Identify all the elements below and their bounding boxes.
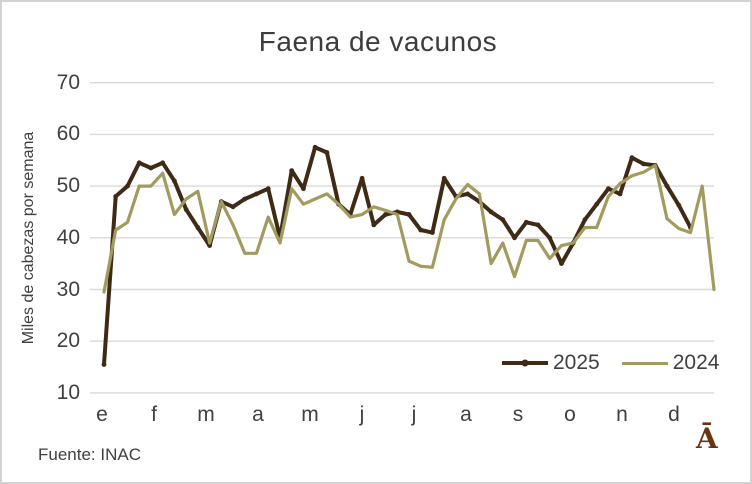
series-marker-2025 — [465, 191, 470, 197]
series-marker-2025 — [371, 222, 377, 228]
series-marker-2025 — [312, 144, 318, 150]
series-marker-2025 — [324, 150, 330, 155]
series-marker-2025 — [559, 261, 564, 266]
series-marker-2025 — [289, 168, 295, 174]
legend-item-2025: 2025 — [502, 351, 600, 375]
series-marker-2025 — [535, 222, 541, 228]
x-tick-label-month-2: f — [151, 403, 157, 426]
series-marker-2025 — [172, 178, 177, 184]
y-tick-label: 60 — [56, 122, 80, 146]
series-marker-2025 — [406, 212, 412, 217]
series-marker-2025 — [148, 165, 154, 171]
series-line-2025 — [102, 145, 693, 367]
y-tick-label: 40 — [56, 225, 80, 249]
series-marker-2025 — [430, 230, 435, 236]
series-marker-2025 — [512, 235, 517, 241]
watermark-letter: Ā — [696, 422, 718, 455]
series-marker-2025 — [183, 207, 189, 212]
series-marker-2025 — [359, 175, 365, 181]
series-marker-2025 — [676, 202, 682, 208]
series-marker-2025 — [301, 186, 306, 192]
x-tick-label-month-6: j — [359, 403, 365, 426]
series-marker-2025 — [383, 212, 388, 217]
series-marker-2025 — [265, 186, 271, 192]
series-marker-2025 — [125, 183, 130, 189]
series-marker-2025 — [207, 243, 213, 249]
series-marker-2025 — [629, 155, 635, 161]
gridlines — [90, 81, 714, 394]
series-marker-2025 — [230, 204, 236, 210]
series-marker-2025 — [418, 227, 424, 233]
series-marker-2025 — [488, 209, 494, 215]
y-tick-label: 50 — [56, 174, 80, 198]
x-tick-label-month-11: n — [616, 403, 628, 426]
series-marker-2025 — [441, 175, 447, 181]
series-marker-2025 — [160, 160, 166, 166]
legend-line-2024 — [621, 361, 668, 365]
series-marker-2025 — [523, 219, 529, 225]
series-marker-2025 — [617, 191, 623, 197]
series-marker-2025 — [195, 225, 201, 230]
x-tick-label-month-7: j — [411, 403, 417, 426]
series-marker-2025 — [500, 217, 506, 223]
y-tick-label: 10 — [56, 380, 80, 404]
x-tick-label-month-1: e — [96, 403, 108, 426]
series-marker-2025 — [641, 161, 646, 167]
y-tick-label: 70 — [56, 70, 80, 94]
legend-label-2024: 2024 — [672, 351, 720, 374]
y-tick-label: 20 — [56, 329, 80, 353]
y-tick-label: 30 — [56, 277, 80, 301]
series-marker-2025 — [101, 362, 107, 367]
legend-item-2024: 2024 — [621, 351, 720, 375]
legend-marker-dot-2025 — [521, 359, 529, 367]
x-tick-label-month-4: a — [252, 403, 264, 426]
series-marker-2025 — [136, 160, 142, 166]
x-tick-label-month-3: m — [197, 403, 215, 426]
x-tick-label-month-5: m — [301, 403, 319, 426]
x-tick-label-month-8: a — [460, 403, 472, 426]
chart-title: Faena de vacunos — [258, 26, 498, 57]
series-marker-2025 — [664, 183, 670, 189]
source-note: Fuente: INAC — [38, 445, 141, 464]
x-tick-label-month-9: s — [512, 403, 524, 426]
legend-line-sample-2025 — [502, 359, 548, 367]
series-marker-2025 — [594, 201, 600, 207]
series-marker-2025 — [242, 196, 248, 202]
legend: 2025 2024 — [502, 351, 719, 375]
series-line-2024 — [102, 163, 716, 294]
series-marker-2025 — [582, 217, 588, 223]
series-marker-2025 — [254, 191, 259, 197]
series-marker-2025 — [113, 194, 119, 199]
series-marker-2025 — [547, 235, 553, 241]
x-tick-label-month-12: d — [668, 403, 680, 426]
legend-line-sample-2024 — [621, 361, 668, 365]
legend-label-2025: 2025 — [553, 351, 600, 374]
series-lines — [101, 144, 716, 367]
x-tick-label-month-10: o — [564, 403, 576, 426]
series-marker-2025 — [606, 186, 611, 192]
